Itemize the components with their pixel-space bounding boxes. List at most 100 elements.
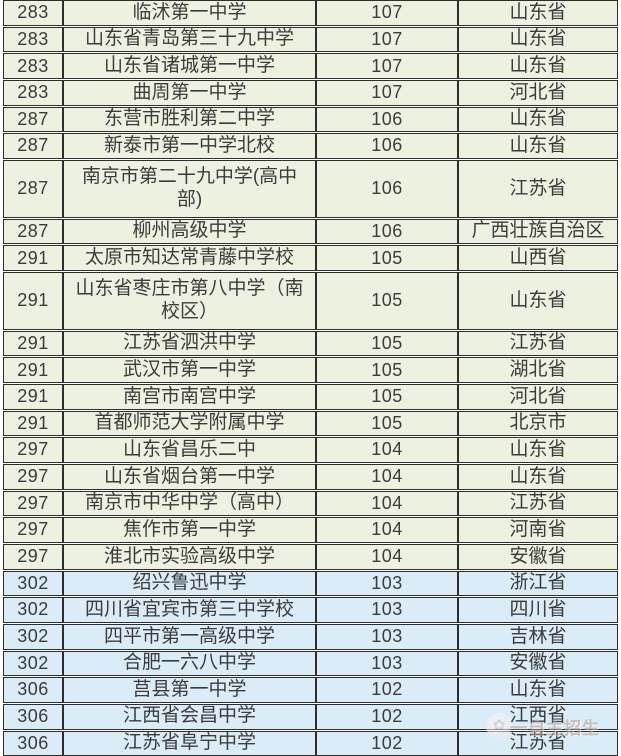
province-cell: 山东省 <box>458 106 618 133</box>
rank-cell: 297 <box>3 490 63 517</box>
table-row: 302 合肥一六八中学 103 安徽省 <box>3 650 618 677</box>
province-cell: 江苏省 <box>458 490 618 517</box>
score-cell: 107 <box>316 79 458 106</box>
school-cell: 莒县第一中学 <box>63 677 316 703</box>
school-cell: 武汉市第一中学 <box>63 357 316 383</box>
score-cell: 106 <box>316 159 458 218</box>
rank-cell: 306 <box>3 677 63 703</box>
province-cell: 四川省 <box>458 597 618 623</box>
school-cell: 四川省宜宾市第三中学校 <box>63 597 316 623</box>
school-cell: 山东省枣庄市第八中学（南校区） <box>63 271 316 330</box>
score-cell: 107 <box>316 53 458 79</box>
table-row: 283 山东省诸城第一中学 107 山东省 <box>3 53 618 79</box>
score-cell: 103 <box>316 650 458 677</box>
rank-cell: 297 <box>3 543 63 570</box>
school-cell: 太原市知达常青藤中学校 <box>63 245 316 271</box>
score-cell: 105 <box>316 357 458 383</box>
school-cell: 山东省烟台第一中学 <box>63 463 316 490</box>
province-cell: 山东省 <box>458 53 618 79</box>
rank-cell: 306 <box>3 730 63 756</box>
school-cell: 曲周第一中学 <box>63 79 316 106</box>
province-cell: 浙江省 <box>458 570 618 597</box>
rank-cell: 287 <box>3 159 63 218</box>
province-cell: 吉林省 <box>458 623 618 650</box>
rank-cell: 291 <box>3 383 63 410</box>
score-cell: 105 <box>316 330 458 357</box>
score-cell: 105 <box>316 245 458 271</box>
table-row: 283 临沭第一中学 107 山东省 <box>3 0 618 26</box>
rank-cell: 283 <box>3 0 63 26</box>
score-cell: 103 <box>316 623 458 650</box>
score-cell: 102 <box>316 730 458 756</box>
table-row: 302 四平市第一高级中学 103 吉林省 <box>3 623 618 650</box>
province-cell: 湖北省 <box>458 357 618 383</box>
score-cell: 104 <box>316 490 458 517</box>
rank-cell: 297 <box>3 463 63 490</box>
school-cell: 南京市第二十九中学(高中部) <box>63 159 316 218</box>
province-cell: 河北省 <box>458 79 618 106</box>
table-row: 287 东营市胜利第二中学 106 山东省 <box>3 106 618 133</box>
rank-cell: 297 <box>3 437 63 463</box>
school-cell: 山东省昌乐二中 <box>63 437 316 463</box>
score-cell: 105 <box>316 410 458 437</box>
province-cell: 山东省 <box>458 271 618 330</box>
school-cell: 焦作市第一中学 <box>63 517 316 543</box>
rank-cell: 297 <box>3 517 63 543</box>
table-row: 297 山东省昌乐二中 104 山东省 <box>3 437 618 463</box>
score-cell: 106 <box>316 106 458 133</box>
province-cell: 安徽省 <box>458 543 618 570</box>
rank-cell: 302 <box>3 650 63 677</box>
score-cell: 105 <box>316 271 458 330</box>
table-row: 287 柳州高级中学 106 广西壮族自治区 <box>3 218 618 245</box>
table-row: 306 江苏省阜宁中学 102 江苏省 <box>3 730 618 756</box>
score-cell: 106 <box>316 133 458 159</box>
table-row: 297 焦作市第一中学 104 河南省 <box>3 517 618 543</box>
table-row: 283 曲周第一中学 107 河北省 <box>3 79 618 106</box>
rank-cell: 291 <box>3 330 63 357</box>
school-cell: 淮北市实验高级中学 <box>63 543 316 570</box>
score-cell: 104 <box>316 437 458 463</box>
table-row: 291 首都师范大学附属中学 105 北京市 <box>3 410 618 437</box>
rank-cell: 291 <box>3 357 63 383</box>
province-cell: 山东省 <box>458 133 618 159</box>
rank-cell: 287 <box>3 133 63 159</box>
school-cell: 南宫市南宫中学 <box>63 383 316 410</box>
table-row: 291 江苏省泗洪中学 105 江苏省 <box>3 330 618 357</box>
province-cell: 江苏省 <box>458 730 618 756</box>
province-cell: 山西省 <box>458 245 618 271</box>
rank-cell: 283 <box>3 53 63 79</box>
score-cell: 102 <box>316 703 458 730</box>
province-cell: 山东省 <box>458 677 618 703</box>
table-row: 287 南京市第二十九中学(高中部) 106 江苏省 <box>3 159 618 218</box>
table-row: 306 江西省会昌中学 102 江西省 <box>3 703 618 730</box>
province-cell: 山东省 <box>458 437 618 463</box>
rank-cell: 306 <box>3 703 63 730</box>
score-cell: 103 <box>316 597 458 623</box>
table-row: 291 南宫市南宫中学 105 河北省 <box>3 383 618 410</box>
rank-cell: 287 <box>3 218 63 245</box>
school-cell: 山东省诸城第一中学 <box>63 53 316 79</box>
school-cell: 柳州高级中学 <box>63 218 316 245</box>
score-cell: 104 <box>316 543 458 570</box>
province-cell: 山东省 <box>458 0 618 26</box>
school-cell: 东营市胜利第二中学 <box>63 106 316 133</box>
score-cell: 104 <box>316 463 458 490</box>
province-cell: 山东省 <box>458 463 618 490</box>
province-cell: 北京市 <box>458 410 618 437</box>
rank-cell: 291 <box>3 410 63 437</box>
school-cell: 江苏省阜宁中学 <box>63 730 316 756</box>
table-row: 297 淮北市实验高级中学 104 安徽省 <box>3 543 618 570</box>
rank-cell: 302 <box>3 597 63 623</box>
table-row: 283 山东省青岛第三十九中学 107 山东省 <box>3 26 618 53</box>
score-cell: 104 <box>316 517 458 543</box>
table-row: 291 山东省枣庄市第八中学（南校区） 105 山东省 <box>3 271 618 330</box>
school-cell: 合肥一六八中学 <box>63 650 316 677</box>
province-cell: 江苏省 <box>458 330 618 357</box>
table-row: 287 新泰市第一中学北校 106 山东省 <box>3 133 618 159</box>
score-cell: 107 <box>316 0 458 26</box>
score-cell: 107 <box>316 26 458 53</box>
rank-cell: 302 <box>3 623 63 650</box>
score-cell: 105 <box>316 383 458 410</box>
school-cell: 临沭第一中学 <box>63 0 316 26</box>
province-cell: 江苏省 <box>458 159 618 218</box>
